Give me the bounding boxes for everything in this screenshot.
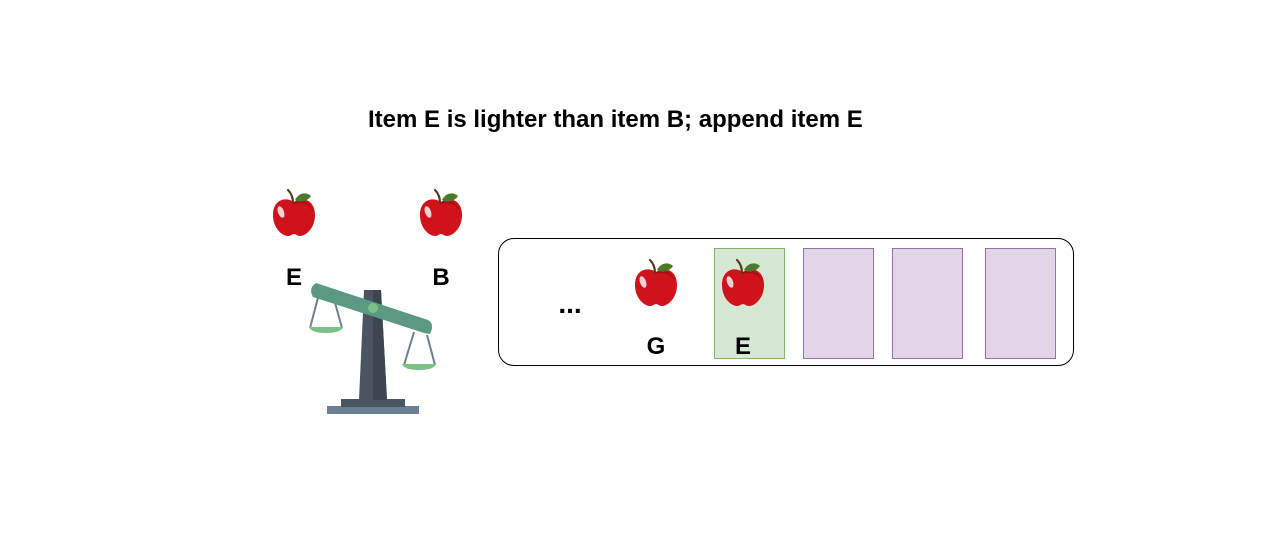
scale-left-label: E	[285, 264, 302, 291]
scale-right-label: B	[432, 264, 450, 291]
apple-icon	[418, 188, 464, 238]
apple-icon	[271, 188, 317, 238]
ellipsis: ...	[558, 288, 582, 319]
caption: Item E is lighter than item B; append it…	[368, 106, 863, 133]
apple-icon	[720, 258, 766, 308]
array-item-label: E	[734, 333, 751, 360]
array-item-label: G	[646, 333, 666, 360]
empty-slot	[892, 248, 963, 359]
empty-slot	[985, 248, 1056, 359]
empty-slot	[803, 248, 874, 359]
balance-scale-icon	[309, 283, 436, 414]
apple-icon	[633, 258, 679, 308]
array-container	[498, 238, 1074, 366]
